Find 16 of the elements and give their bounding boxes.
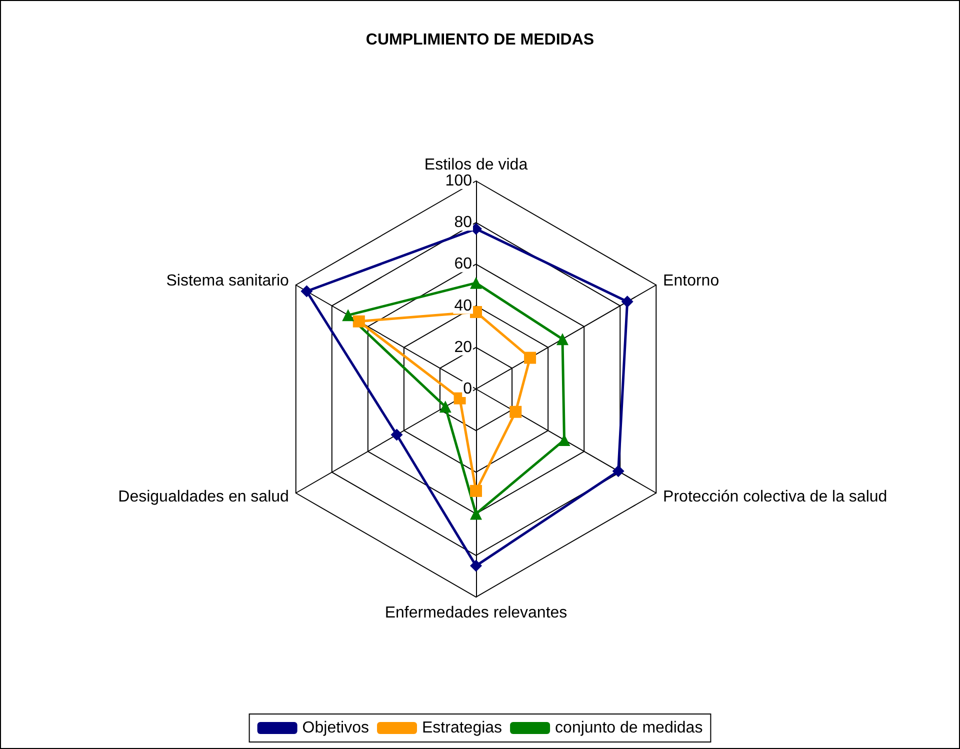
spoke-label: Desigualdades en salud	[118, 488, 289, 506]
y-tick-label: 0	[463, 380, 472, 398]
spoke-label: Enfermedades relevantes	[384, 604, 568, 622]
y-tick-label: 20	[454, 338, 472, 356]
chart-title: CUMPLIMIENTO DE MEDIDAS	[366, 32, 594, 48]
y-tick-label: 60	[454, 256, 472, 273]
y-tick-label: 80	[454, 214, 472, 232]
legend-label: Estrategias	[422, 720, 502, 736]
spoke-label: Protección colectiva de la salud	[663, 488, 888, 506]
spoke-label: Entorno	[663, 272, 720, 290]
legend-label: conjunto de medidas	[555, 720, 703, 736]
spoke-label: Sistema sanitario	[166, 272, 290, 290]
y-tick-label: 100	[445, 172, 472, 190]
y-tick-label: 40	[454, 297, 472, 314]
legend-label: Objetivos	[302, 720, 370, 736]
spoke-label: Estilos de vida	[424, 156, 528, 174]
